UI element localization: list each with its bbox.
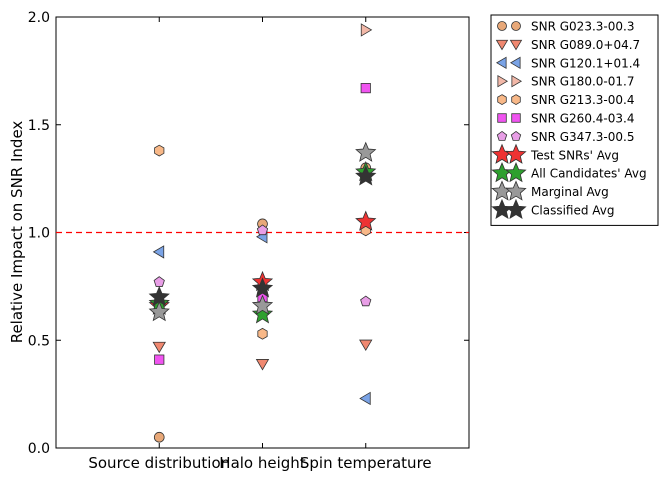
data-point	[251, 294, 274, 315]
legend-marker	[505, 162, 527, 183]
y-tick-label: 0.0	[28, 441, 50, 457]
legend: SNR G023.3-00.3 SNR G089.0+04.7 SNR G120.1…	[490, 14, 659, 226]
data-point	[355, 165, 377, 186]
legend-label: SNR G089.0+04.7	[531, 38, 640, 52]
data-point	[251, 277, 274, 298]
legend-label: SNR G213.3-00.4	[531, 93, 634, 107]
legend-label: Marginal Avg	[531, 185, 609, 199]
data-point	[251, 303, 274, 324]
legend-marker	[495, 39, 509, 51]
data-point	[355, 210, 377, 231]
data-point	[359, 339, 373, 352]
y-tick-label: 1.5	[28, 118, 50, 134]
data-point	[148, 285, 170, 307]
legend-label: SNR G023.3-00.3	[531, 20, 634, 34]
legend-label: SNR G260.4-03.4	[531, 112, 634, 126]
legend-marker	[497, 94, 507, 106]
data-point	[257, 327, 268, 340]
legend-marker	[511, 75, 523, 88]
x-tick-label: Spin temperature	[300, 454, 432, 472]
legend-marker	[497, 113, 507, 123]
legend-marker	[511, 21, 521, 31]
data-point	[360, 83, 371, 94]
legend-marker	[509, 39, 523, 51]
data-point	[152, 341, 166, 354]
data-point	[360, 23, 373, 37]
x-tick-label: Source distribution	[88, 454, 230, 472]
data-point	[152, 245, 165, 259]
legend-marker	[505, 143, 527, 164]
data-point	[154, 144, 165, 157]
legend-label: Classified Avg	[531, 204, 615, 218]
data-point	[148, 301, 170, 322]
legend-label: Test SNRs' Avg	[530, 148, 619, 162]
data-point	[255, 359, 270, 371]
data-point	[154, 354, 165, 365]
legend-label: SNR G347.3-00.5	[531, 130, 634, 144]
legend-marker	[509, 56, 521, 69]
legend-label: All Candidates' Avg	[531, 167, 647, 181]
legend-marker	[510, 130, 522, 141]
x-tick-label: Halo height	[219, 454, 306, 472]
y-axis-label: Relative Impact on SNR Index	[8, 121, 26, 344]
legend-marker	[511, 94, 521, 106]
legend-marker	[497, 75, 509, 88]
data-point	[153, 431, 165, 443]
y-tick-label: 1.0	[28, 226, 50, 242]
legend-marker	[505, 180, 527, 201]
legend-label: SNR G120.1+01.4	[531, 56, 640, 70]
legend-label: SNR G180.0-01.7	[531, 75, 634, 89]
data-point	[360, 295, 372, 307]
data-point	[359, 391, 371, 406]
data-point	[256, 224, 269, 236]
legend-marker	[496, 130, 508, 141]
data-point	[355, 141, 377, 162]
legend-marker	[497, 21, 507, 31]
y-tick-label: 0.5	[28, 333, 50, 349]
y-tick-label: 2.0	[28, 10, 50, 26]
legend-marker	[505, 198, 527, 220]
legend-marker	[511, 113, 521, 123]
legend-marker	[495, 56, 507, 69]
